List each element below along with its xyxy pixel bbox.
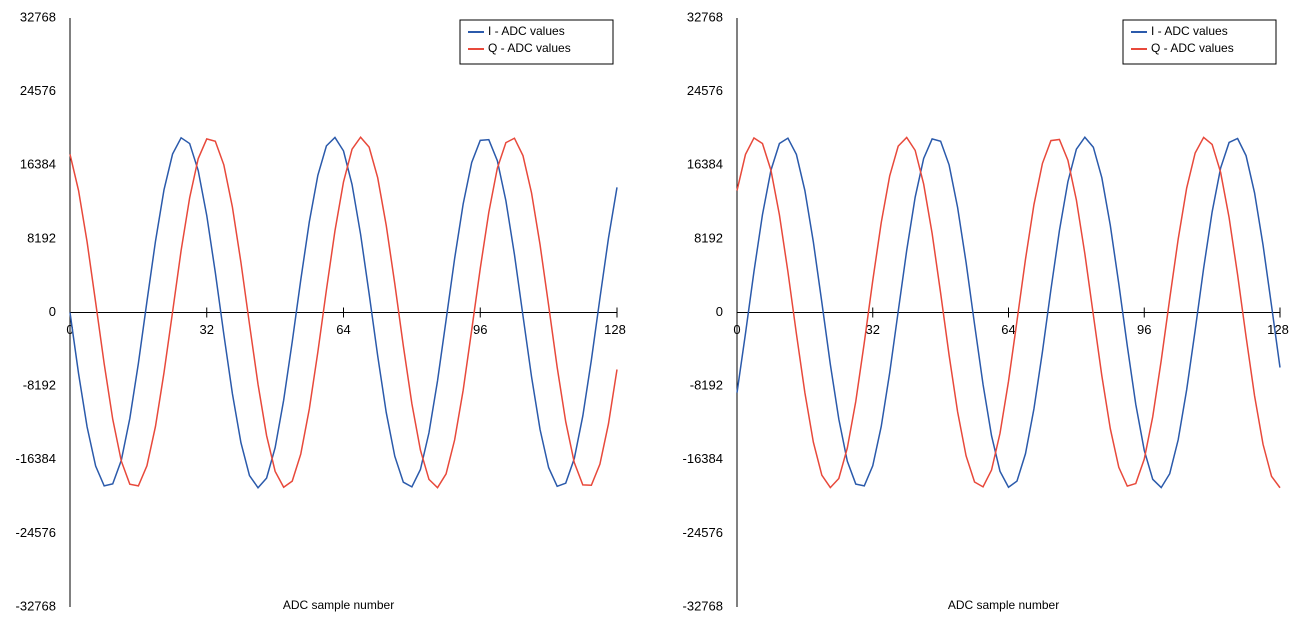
legend-label: Q - ADC values — [488, 41, 571, 55]
x-tick-label: 32 — [866, 322, 880, 337]
x-tick-label: 64 — [336, 322, 350, 337]
legend-label: I - ADC values — [488, 24, 565, 38]
y-tick-label: -32768 — [683, 598, 723, 613]
y-tick-label: -24576 — [16, 525, 56, 540]
y-tick-label: 24576 — [687, 83, 723, 98]
x-tick-label: 128 — [1267, 322, 1289, 337]
y-tick-label: -8192 — [690, 378, 723, 393]
y-tick-label: 32768 — [20, 9, 56, 24]
y-tick-label: 8192 — [694, 230, 723, 245]
x-tick-label: 96 — [1137, 322, 1151, 337]
y-tick-label: -32768 — [16, 598, 56, 613]
legend: I - ADC values Q - ADC values — [459, 19, 614, 65]
legend-label: I - ADC values — [1151, 24, 1228, 38]
x-tick-label: 0 — [733, 322, 740, 337]
series-line — [69, 136, 618, 489]
x-tick-label: 32 — [200, 322, 214, 337]
y-tick-label: -16384 — [16, 451, 56, 466]
series-line — [736, 136, 1281, 489]
x-tick-label: 0 — [66, 322, 73, 337]
x-axis-label: ADC sample number — [283, 598, 394, 612]
y-tick-label: 8192 — [27, 230, 56, 245]
y-tick-label: 24576 — [20, 83, 56, 98]
legend: I - ADC values Q - ADC values — [1122, 19, 1277, 65]
series-line — [69, 136, 618, 489]
legend-label: Q - ADC values — [1151, 41, 1234, 55]
y-tick-label: 32768 — [687, 9, 723, 24]
y-tick-label: -24576 — [683, 525, 723, 540]
chart: -32768 -24576 -16384 -8192 0 8192 16384 24576 32… — [16, 9, 626, 613]
y-tick-label: 16384 — [687, 157, 723, 172]
x-tick-label: 96 — [473, 322, 487, 337]
y-tick-label: -16384 — [683, 451, 723, 466]
legend-box — [1122, 19, 1277, 65]
y-tick-label: 0 — [49, 304, 56, 319]
y-tick-label: 16384 — [20, 157, 56, 172]
chart: -32768 -24576 -16384 -8192 0 8192 16384 24576 32… — [683, 9, 1289, 613]
x-tick-label: 128 — [604, 322, 626, 337]
legend-box — [459, 19, 614, 65]
y-tick-label: -8192 — [23, 378, 56, 393]
y-tick-label: 0 — [716, 304, 723, 319]
x-tick-label: 64 — [1001, 322, 1015, 337]
x-axis-label: ADC sample number — [948, 598, 1059, 612]
series-line — [736, 136, 1281, 489]
